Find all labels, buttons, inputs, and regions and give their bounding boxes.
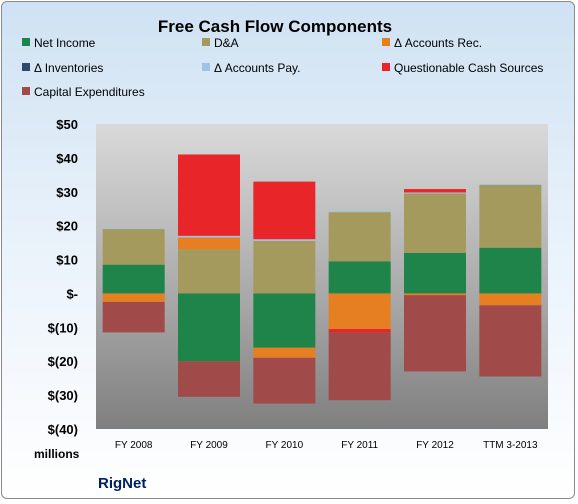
- bar-segment-questionable-cash-sources: [178, 154, 240, 236]
- legend-label-net-income: Net Income: [34, 36, 96, 50]
- unit-label: millions: [34, 447, 80, 461]
- bar-segment-capital-expenditures: [328, 332, 391, 401]
- y-tick-label: $(10): [48, 320, 78, 335]
- bar-segment-capital-expenditures: [253, 357, 316, 404]
- bar-segment-questionable-cash-sources: [253, 181, 316, 240]
- bar-segment-accounts-pay: [404, 192, 466, 194]
- bar-segment-accounts-pay: [178, 235, 240, 238]
- brand-label: RigNet: [98, 475, 146, 492]
- y-tick-label: $10: [56, 253, 78, 268]
- legend-swatch-capital-expenditures: [22, 87, 30, 95]
- bar-segment-accounts-pay: [328, 211, 391, 213]
- x-tick-label: FY 2011: [341, 440, 378, 451]
- legend-swatch-net-income: [22, 38, 30, 46]
- legend-swatch-d-a: [202, 38, 210, 46]
- y-tick-label: $(20): [48, 354, 78, 369]
- bar-segment-net-income: [479, 247, 542, 294]
- legend-label-inventories: Δ Inventories: [34, 61, 103, 75]
- legend-swatch-questionable-cash-sources: [382, 63, 390, 71]
- y-tick-label: $50: [56, 117, 78, 132]
- bar-segment-questionable-cash-sources: [404, 189, 466, 193]
- legend-swatch-accounts-pay: [202, 63, 210, 71]
- y-tick-label: $40: [56, 151, 78, 166]
- x-tick-label: FY 2008: [115, 440, 153, 451]
- bar-segment-net-income: [102, 264, 165, 294]
- legend-label-d-a: D&A: [214, 36, 239, 50]
- legend-swatch-inventories: [22, 63, 30, 71]
- bar-segment-accounts-rec: [328, 293, 391, 330]
- bar-segment-accounts-rec: [479, 293, 542, 306]
- bars-group: [102, 154, 542, 404]
- x-axis-ticks: FY 2008 FY 2009 FY 2010 FY 2011 FY 2012 TTM 3…: [115, 440, 538, 451]
- bar-segment-questionable-cash-sources: [328, 329, 391, 333]
- bar-segment-d-a: [253, 240, 316, 294]
- y-tick-label: $(40): [48, 422, 78, 437]
- x-tick-label: FY 2012: [416, 440, 454, 451]
- bar-segment-accounts-pay: [102, 228, 165, 230]
- y-tick-label: $-: [66, 286, 78, 301]
- legend: Net Income D&A Δ Accounts Rec. Δ Inventorie…: [22, 36, 543, 99]
- legend-label-questionable-cash-sources: Questionable Cash Sources: [394, 61, 543, 75]
- y-tick-label: $30: [56, 185, 78, 200]
- y-tick-label: $(30): [48, 388, 78, 403]
- legend-label-capital-expenditures: Capital Expenditures: [34, 85, 145, 99]
- bar-segment-net-income: [253, 293, 316, 348]
- bar-segment-d-a: [328, 212, 391, 262]
- bar-segment-d-a: [479, 185, 542, 248]
- bar-segment-capital-expenditures: [404, 295, 466, 372]
- bar-segment-accounts-pay: [253, 239, 316, 241]
- bar-segment-accounts-rec: [102, 293, 165, 302]
- bar-segment-d-a: [102, 229, 165, 265]
- bar-segment-d-a: [404, 193, 466, 253]
- y-axis-ticks: $50 $40 $30 $20 $10 $- $(10) $(20) $(30) $(40): [48, 117, 78, 437]
- bar-segment-net-income: [178, 293, 240, 362]
- bar-segment-d-a: [178, 249, 240, 294]
- bar-segment-capital-expenditures: [102, 301, 165, 333]
- plot-area: [96, 124, 548, 429]
- bar-segment-net-income: [404, 252, 466, 294]
- legend-label-accounts-rec: Δ Accounts Rec.: [394, 36, 482, 50]
- chart-title: Free Cash Flow Components: [158, 17, 392, 36]
- legend-swatch-accounts-rec: [382, 38, 390, 46]
- y-tick-label: $20: [56, 219, 78, 234]
- bar-segment-accounts-rec: [404, 293, 466, 296]
- x-tick-label: FY 2009: [190, 440, 228, 451]
- bar-segment-capital-expenditures: [479, 305, 542, 377]
- legend-label-accounts-pay: Δ Accounts Pay.: [214, 61, 301, 75]
- x-tick-label: TTM 3-2013: [483, 440, 538, 451]
- bar-segment-accounts-pay: [479, 183, 542, 185]
- x-tick-label: FY 2010: [266, 440, 304, 451]
- bar-segment-net-income: [328, 261, 391, 294]
- bar-segment-capital-expenditures: [178, 361, 240, 397]
- bar-segment-accounts-rec: [178, 237, 240, 250]
- bar-segment-accounts-rec: [253, 347, 316, 358]
